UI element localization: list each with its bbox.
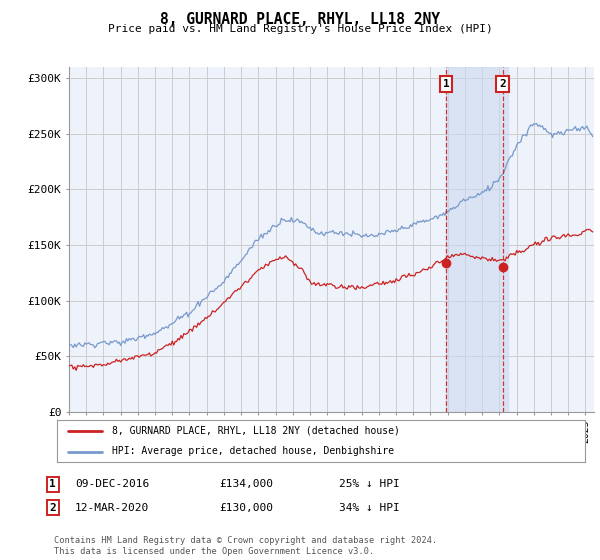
Text: 09-DEC-2016: 09-DEC-2016 (75, 479, 149, 489)
Text: 8, GURNARD PLACE, RHYL, LL18 2NY: 8, GURNARD PLACE, RHYL, LL18 2NY (160, 12, 440, 27)
Text: HPI: Average price, detached house, Denbighshire: HPI: Average price, detached house, Denb… (112, 446, 394, 456)
Text: 1: 1 (443, 80, 449, 89)
Bar (446, 67, 508, 412)
Text: £130,000: £130,000 (219, 503, 273, 513)
Text: 2: 2 (49, 503, 56, 513)
Text: 1: 1 (49, 479, 56, 489)
Text: 8, GURNARD PLACE, RHYL, LL18 2NY (detached house): 8, GURNARD PLACE, RHYL, LL18 2NY (detach… (112, 426, 400, 436)
Text: Contains HM Land Registry data © Crown copyright and database right 2024.
This d: Contains HM Land Registry data © Crown c… (54, 536, 437, 556)
Text: 25% ↓ HPI: 25% ↓ HPI (339, 479, 400, 489)
Text: Price paid vs. HM Land Registry's House Price Index (HPI): Price paid vs. HM Land Registry's House … (107, 24, 493, 34)
Text: 12-MAR-2020: 12-MAR-2020 (75, 503, 149, 513)
Text: 2: 2 (499, 80, 506, 89)
Text: 34% ↓ HPI: 34% ↓ HPI (339, 503, 400, 513)
Text: £134,000: £134,000 (219, 479, 273, 489)
